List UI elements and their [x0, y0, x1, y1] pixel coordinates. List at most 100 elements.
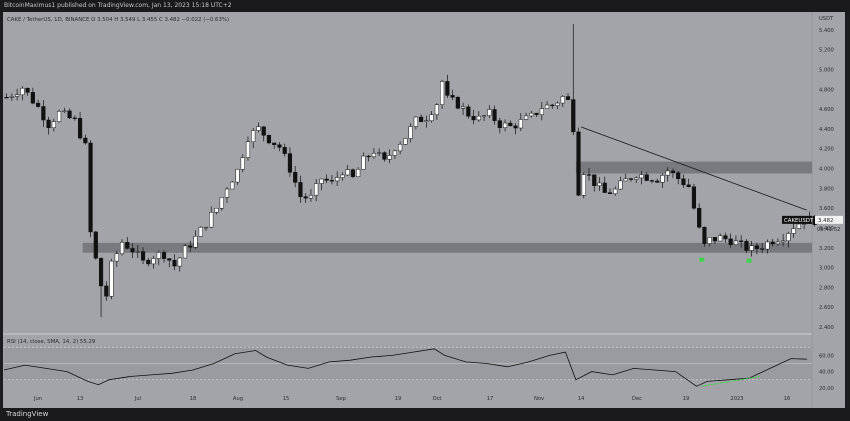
- candle-body: [560, 96, 565, 104]
- candle: [20, 86, 25, 101]
- candle: [387, 149, 392, 164]
- candle: [235, 168, 240, 185]
- candle-body: [182, 245, 188, 259]
- candle: [492, 105, 497, 125]
- green-marker: [746, 258, 752, 263]
- candle-body: [403, 138, 408, 145]
- candle-body: [230, 181, 235, 190]
- candle: [749, 240, 754, 257]
- candle: [571, 23, 576, 136]
- time-tick-label: 17: [487, 396, 494, 402]
- rsi-divergence-line: [701, 376, 760, 387]
- candle-body: [775, 241, 780, 245]
- candle: [319, 178, 324, 191]
- resistance-zone: [575, 161, 812, 174]
- candle: [4, 93, 9, 99]
- candle: [46, 116, 51, 135]
- candle-body: [649, 180, 655, 182]
- price-tick-label: 3.200: [819, 246, 834, 252]
- candle-body: [266, 135, 272, 144]
- candle: [172, 254, 177, 271]
- candle: [723, 232, 728, 243]
- candle-body: [749, 245, 754, 251]
- candle-body: [109, 260, 114, 297]
- chart-legend: CAKE / TetherUS, 1D, BINANCE O 3.504 H 3…: [7, 17, 229, 23]
- price-tick-label: 5.400: [819, 28, 834, 34]
- price-tick-label: 4.200: [819, 147, 834, 153]
- price-tick-label: 3.400: [819, 226, 834, 232]
- candle-body: [156, 252, 161, 259]
- candle-body: [282, 147, 287, 154]
- candle-body: [518, 119, 523, 129]
- price-zones: [82, 161, 813, 253]
- candle: [245, 136, 251, 161]
- candle-body: [72, 117, 77, 119]
- candle-body: [240, 157, 245, 170]
- candle: [497, 117, 502, 134]
- candle: [88, 140, 93, 238]
- candle: [140, 247, 146, 265]
- last-price-label: 3.482: [818, 218, 833, 224]
- candle-body: [539, 108, 544, 115]
- candle: [214, 207, 219, 215]
- candle: [188, 240, 193, 253]
- candle-body: [93, 231, 98, 259]
- time-tick-label: 15: [283, 396, 290, 402]
- candle-body: [461, 106, 466, 109]
- candle: [256, 122, 261, 133]
- candle-body: [544, 104, 550, 109]
- price-tick-label: 4.800: [819, 87, 834, 93]
- candle: [9, 93, 14, 101]
- candle: [592, 174, 597, 192]
- candle: [36, 99, 41, 108]
- candle-body: [712, 237, 718, 242]
- time-tick-label: 2023: [730, 396, 743, 402]
- candle-body: [492, 109, 497, 121]
- candle: [182, 244, 188, 259]
- candle: [83, 134, 88, 145]
- price-tick-label: 2.400: [819, 325, 834, 331]
- candle: [686, 178, 691, 188]
- candle-body: [329, 180, 335, 182]
- candle: [198, 226, 203, 237]
- time-tick-label: 14: [578, 396, 585, 402]
- candle: [649, 179, 655, 184]
- publish-header: BitcoinMaximus1 published on TradingView…: [0, 0, 850, 12]
- candle-body: [466, 106, 471, 117]
- time-tick-label: Dec: [632, 396, 642, 402]
- candle-body: [371, 153, 376, 158]
- candle-body: [791, 228, 796, 234]
- candle-body: [135, 251, 140, 253]
- candle-body: [224, 188, 230, 198]
- candle-body: [660, 175, 665, 183]
- descending-trendline: [581, 126, 807, 211]
- candle: [613, 186, 618, 196]
- candle: [30, 87, 35, 105]
- candle-body: [177, 257, 182, 267]
- candle: [544, 101, 550, 110]
- candle-body: [581, 174, 586, 196]
- candle: [104, 281, 109, 301]
- candle-body: [193, 236, 198, 248]
- candle: [597, 177, 602, 191]
- chart-labels: CAKE / TetherUS, 1D, BINANCE O 3.504 H 3…: [7, 17, 229, 23]
- candle-body: [487, 109, 492, 116]
- candle: [408, 123, 413, 143]
- candle-body: [104, 285, 109, 297]
- candle-body: [20, 87, 25, 96]
- candle: [628, 177, 634, 182]
- green-markers: [699, 257, 752, 263]
- rsi-pane: RSI (14, close, SMA, 14, 2) 55.29 60.00 40…: [3, 339, 834, 392]
- footer-bar: TradingView: [0, 408, 850, 421]
- candle-body: [319, 178, 324, 184]
- candle: [282, 143, 287, 157]
- candle: [481, 114, 487, 122]
- price-tick-label: 5.000: [819, 67, 834, 73]
- candle: [450, 89, 455, 101]
- candle: [775, 238, 780, 246]
- candle-body: [392, 150, 397, 156]
- candle: [57, 109, 62, 123]
- candle: [770, 238, 775, 247]
- candle-body: [760, 248, 765, 250]
